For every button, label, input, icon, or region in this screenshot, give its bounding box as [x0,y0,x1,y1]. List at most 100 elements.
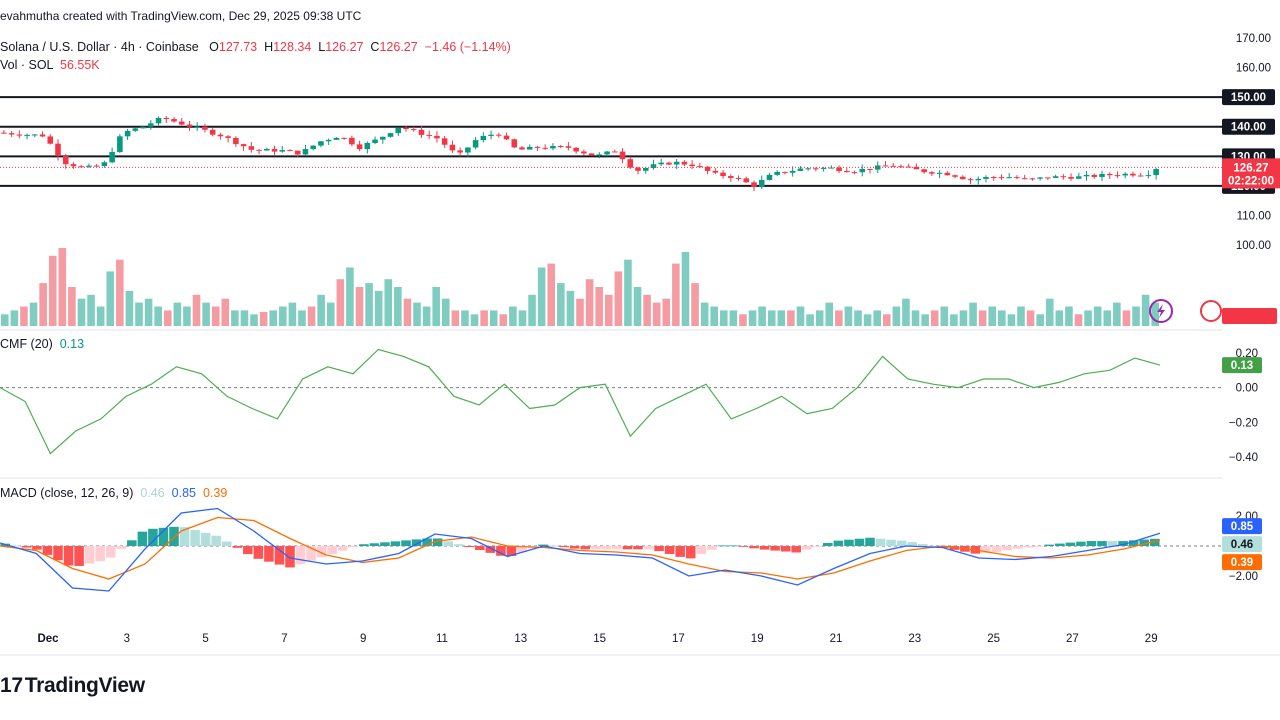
time-tick-label: 3 [124,633,130,645]
macd-histogram-bar [411,539,422,546]
candle-body [557,145,564,147]
macd-histogram-bar [211,535,221,546]
cmf-legend: CMF (20) 0.13 [0,337,84,351]
macd-histogram-bar [1139,539,1149,546]
close-label: C [370,40,380,54]
change-value: −1.46 (−1.14%) [424,40,511,54]
candle-body [983,176,989,179]
candle-body [78,166,84,168]
macd-histogram-bar [759,546,770,550]
volume-bar [384,279,393,326]
candle-body [132,128,139,131]
volume-bar [767,310,776,326]
volume-bar [624,259,632,326]
candle-body [581,151,587,154]
candle-body [526,146,533,150]
time-tick-label: 15 [593,633,606,645]
candle-body [264,148,270,151]
macd-histogram-bar [643,546,654,550]
macd-histogram-bar [179,527,190,546]
macd-histogram-bar [337,546,348,551]
candle-body [287,150,293,152]
volume-bar [988,306,997,326]
volume-bar [796,306,805,326]
macd-histogram-bar [401,540,411,546]
macd-histogram-bar [42,546,53,555]
macd-histogram-bar [1033,546,1044,547]
candle-body [178,121,185,125]
volume-bar [729,310,738,326]
macd-histogram-bar [264,546,274,562]
cmf-series-line [0,348,1161,455]
macd-histogram-bar [380,542,390,546]
candle-body [62,155,69,165]
candle-body [457,150,463,153]
candle-body [364,142,371,150]
candle-body [898,166,904,168]
candle-body [256,149,262,151]
time-tick-label: 7 [281,633,287,645]
volume-bar [441,298,450,326]
candle-body [542,147,548,149]
volume-bar [451,310,460,326]
volume-bar [777,310,786,326]
symbol-label[interactable]: Solana / U.S. Dollar · 4h · Coinbase [0,40,199,54]
volume-bar [1084,310,1092,326]
candle-body [279,150,286,152]
candle-body [341,137,347,139]
macd-histogram-bar [601,546,612,550]
cmf-tick-label: −0.20 [1229,417,1258,429]
macd-histogram-bar [780,546,791,552]
volume-bar [739,314,747,326]
volume-bar [1151,302,1159,326]
candle-body [155,117,162,124]
candle-body [24,134,30,136]
macd-histogram-bar [84,546,95,564]
macd-histogram-bar [306,546,316,561]
candle-body [789,170,796,173]
candle-body [867,168,873,170]
candle-body [658,162,664,165]
macd-histogram-bar [475,546,485,550]
price-tick-label: 160.00 [1236,63,1271,75]
candle-body [836,167,842,171]
volume-tag [1222,308,1277,324]
volume-bar [844,306,853,326]
volume-bar [882,314,891,326]
candle-body [952,175,958,177]
macd-label[interactable]: MACD (close, 12, 26, 9) [0,486,134,500]
tradingview-logo[interactable]: 17TradingView [0,674,145,698]
candle-body [387,133,394,137]
volume-bar [211,306,220,326]
volume-bar [221,298,230,326]
macd-histogram-bar [1097,541,1107,546]
high-label: H [264,40,274,54]
cmf-label[interactable]: CMF (20) [0,337,53,351]
candle-body [588,153,595,156]
macd-histogram-bar [717,545,728,547]
macd-hist-value: 0.46 [140,486,165,500]
candle-body [534,146,541,148]
macd-histogram-bar [664,546,675,554]
candle-body [1,132,7,134]
candle-body [1060,176,1067,178]
candle-body [604,151,610,155]
volume-bar [652,302,661,326]
macd-histogram-bar [559,546,569,548]
candle-body [635,167,641,171]
macd-histogram-bar [844,539,854,546]
volume-bar [250,314,258,326]
candle-body [496,134,502,136]
volume-label[interactable]: Vol · SOL [0,58,54,72]
open-label: O [209,40,219,54]
candle-body [1145,175,1152,177]
volume-bar [116,259,124,326]
candle-body [148,123,154,127]
candle-body [1091,174,1098,177]
candle-body [163,117,170,120]
volume-bar [470,314,479,326]
candle-body [426,134,432,136]
tradingview-mark-icon: 17 [0,674,23,697]
macd-histogram-bar [917,544,928,546]
candle-body [1052,176,1059,178]
